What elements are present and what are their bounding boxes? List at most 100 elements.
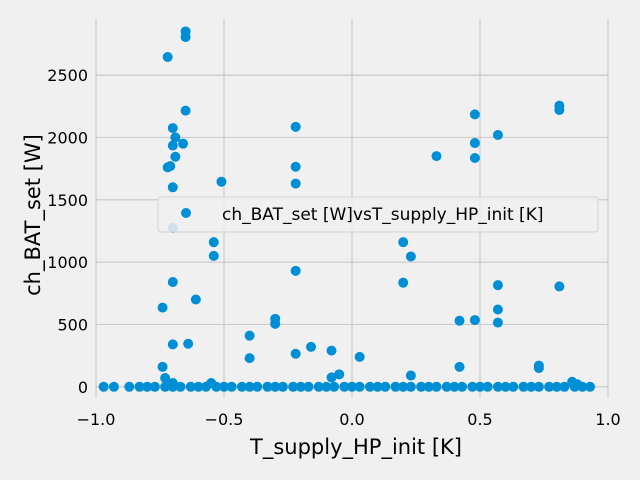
data-point (454, 315, 465, 326)
data-point (354, 351, 365, 362)
data-point (492, 381, 503, 392)
data-point (193, 381, 204, 392)
data-point (134, 381, 145, 392)
data-point (157, 302, 168, 313)
data-point (416, 381, 427, 392)
data-point (219, 381, 229, 392)
data-point (585, 381, 596, 392)
data-point (167, 339, 178, 350)
data-point (339, 381, 350, 392)
legend-box (157, 196, 599, 233)
data-point (326, 372, 337, 383)
x-tick-label: −1.0 (77, 410, 116, 429)
y-axis-label: ch_BAT_set [W] (21, 134, 46, 296)
data-point (167, 378, 178, 389)
data-point (244, 330, 255, 341)
data-point (500, 381, 511, 392)
data-point (306, 341, 317, 352)
data-point (160, 373, 171, 384)
data-point (252, 381, 263, 392)
data-point (226, 381, 237, 392)
data-point (469, 138, 480, 149)
data-point (572, 379, 583, 390)
data-point (405, 381, 416, 392)
data-point (277, 381, 288, 392)
data-point (364, 381, 375, 392)
data-point (508, 381, 519, 392)
data-point (398, 381, 409, 392)
data-point (162, 52, 173, 63)
data-point (492, 129, 503, 140)
data-point (216, 176, 227, 187)
data-point (431, 151, 442, 162)
data-point (167, 277, 178, 288)
data-point (347, 381, 357, 392)
data-point (244, 381, 255, 392)
data-point (380, 381, 391, 392)
data-point (398, 277, 409, 288)
data-point (175, 381, 186, 392)
data-point (290, 348, 301, 359)
data-point (533, 363, 544, 374)
data-point (329, 381, 340, 392)
data-point (559, 381, 570, 392)
data-point (180, 105, 191, 116)
data-point (544, 381, 555, 392)
data-point (185, 381, 196, 392)
data-point (208, 250, 219, 261)
data-point (457, 381, 468, 392)
data-point (157, 361, 168, 372)
data-point (526, 381, 537, 392)
data-point (482, 381, 493, 392)
data-point (270, 318, 281, 329)
y-axis-ticks: 0 500 1000 1500 2000 2500 (47, 66, 88, 397)
data-point (405, 251, 416, 262)
y-tick-label: 2000 (47, 128, 88, 147)
y-tick-label: 0 (78, 378, 88, 397)
legend-marker (181, 208, 191, 218)
data-point (178, 138, 189, 149)
data-point (124, 381, 135, 392)
data-point (554, 105, 565, 116)
data-point (290, 161, 301, 172)
data-point (372, 381, 383, 392)
data-point (160, 381, 171, 392)
data-point (321, 381, 332, 392)
data-point (449, 381, 460, 392)
data-point (469, 109, 480, 120)
data-point (208, 237, 219, 248)
data-point (518, 381, 529, 392)
data-point (183, 338, 194, 349)
data-point (554, 281, 565, 292)
x-axis-ticks: −1.0 −0.5 0.0 0.5 1.0 (77, 410, 621, 429)
data-point (142, 381, 153, 392)
data-point (170, 151, 181, 162)
data-point (454, 361, 465, 372)
data-point (469, 315, 480, 326)
data-point (262, 381, 273, 392)
data-point (475, 381, 485, 392)
x-tick-label: −0.5 (205, 410, 244, 429)
data-point (551, 381, 562, 392)
data-point (167, 140, 178, 151)
data-point (405, 370, 416, 381)
data-point (244, 353, 255, 364)
data-point (290, 178, 301, 189)
data-point (290, 265, 301, 276)
data-point (190, 294, 201, 305)
y-tick-label: 500 (57, 315, 88, 334)
legend-label: ch_BAT_set [W]vsT_supply_HP_init [K] (222, 205, 543, 225)
data-point (441, 381, 452, 392)
data-point (149, 381, 160, 392)
data-point (180, 32, 191, 43)
data-point (288, 381, 299, 392)
y-tick-label: 1000 (47, 253, 88, 272)
data-point (334, 369, 345, 380)
data-point (431, 381, 442, 392)
data-point (167, 182, 178, 193)
data-point (533, 381, 544, 392)
data-point (236, 381, 247, 392)
data-point (98, 381, 109, 392)
